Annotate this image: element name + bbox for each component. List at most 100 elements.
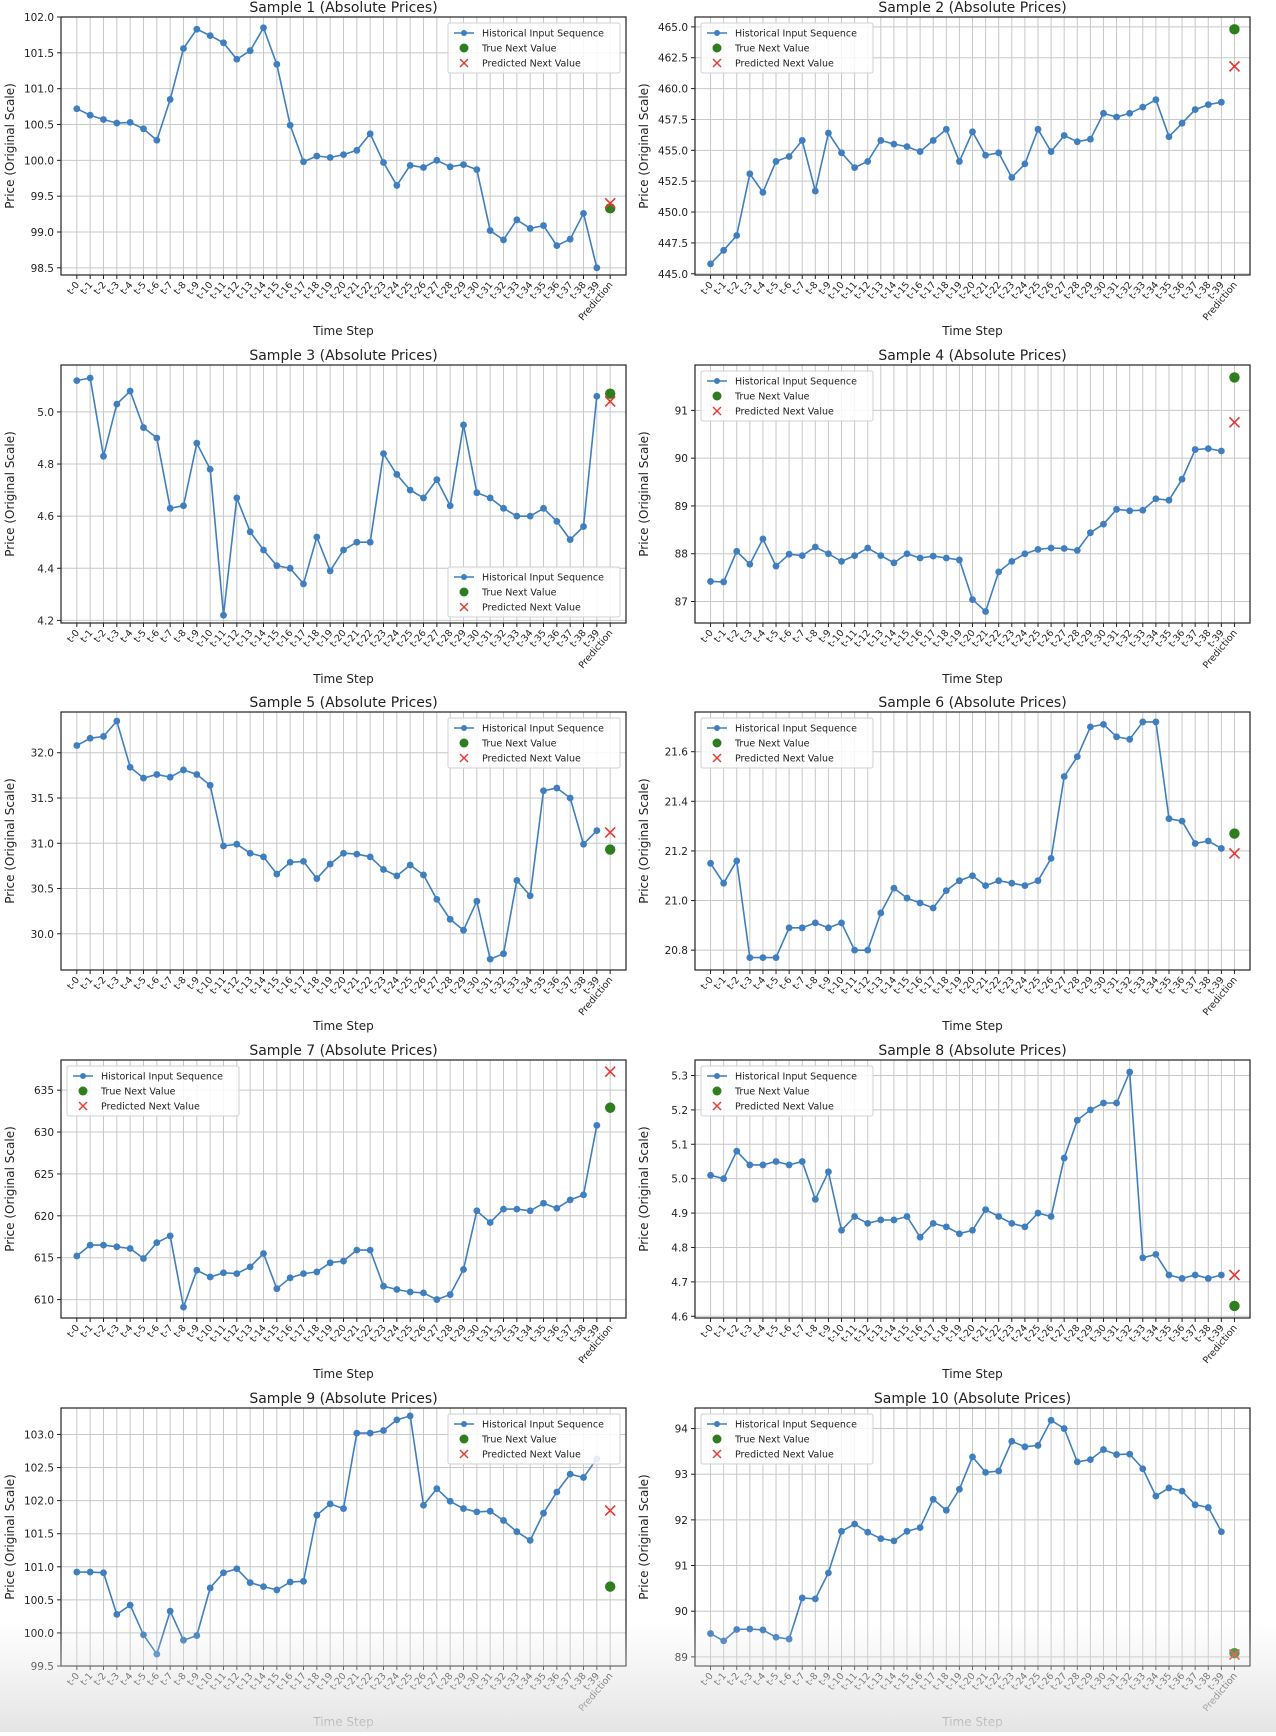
legend-x-icon (712, 406, 722, 416)
historical-point (353, 146, 361, 154)
historical-point (707, 1171, 714, 1179)
y-tick-label: 88 (675, 549, 688, 561)
chart-title: Sample 6 (Absolute Prices) (878, 695, 1066, 711)
true-next-point (604, 1581, 616, 1592)
legend-label: Historical Input Sequence (101, 1072, 223, 1083)
historical-point (340, 1257, 347, 1265)
x-axis-label: Time Step (941, 1019, 1003, 1033)
legend-historical: Historical Input Sequence (707, 1072, 857, 1083)
historical-point (772, 1633, 780, 1641)
historical-point (1217, 845, 1225, 852)
historical-point (1126, 1068, 1134, 1076)
legend-true: True Next Value (712, 43, 810, 55)
historical-point (1008, 174, 1016, 181)
historical-point (1021, 882, 1029, 890)
historical-point (1034, 1442, 1042, 1449)
legend-circle-icon (459, 43, 469, 53)
historical-point (233, 494, 241, 502)
historical-point (180, 502, 187, 510)
historical-point (393, 1416, 401, 1424)
legend-marker-icon (714, 725, 720, 731)
historical-point (340, 546, 347, 554)
historical-point (720, 879, 728, 887)
historical-point (126, 1245, 134, 1252)
historical-point (326, 860, 334, 868)
y-tick-label: 5.1 (671, 1139, 688, 1151)
grid (61, 365, 626, 623)
historical-point (220, 611, 227, 619)
historical-point (1073, 753, 1081, 761)
historical-point (286, 1274, 294, 1282)
historical-point (366, 1429, 374, 1437)
historical-point (420, 871, 427, 879)
historical-point (380, 450, 387, 458)
historical-point (566, 1196, 574, 1204)
historical-point (746, 954, 754, 961)
legend-box (447, 717, 621, 769)
historical-point (580, 840, 587, 848)
y-tick-label: 462.5 (658, 53, 688, 65)
historical-point (393, 1286, 401, 1293)
historical-point (486, 227, 494, 234)
y-axis-label: Price (Original Scale) (637, 1126, 651, 1252)
historical-point (1165, 496, 1173, 504)
historical-point (707, 578, 714, 585)
historical-point (260, 853, 267, 861)
historical-point (851, 164, 859, 172)
grid (61, 712, 626, 970)
historical-point (1100, 109, 1107, 117)
historical-point (1178, 1487, 1186, 1495)
legend-x-stroke (78, 1101, 88, 1111)
historical-point (140, 774, 147, 782)
historical-point (1021, 1223, 1029, 1231)
legend: Historical Input Sequence True Next Value… (700, 370, 874, 422)
y-tick-label: 100.5 (24, 1595, 54, 1607)
historical-point (759, 535, 767, 543)
historical-point (113, 1243, 121, 1251)
historical-point (1060, 132, 1068, 139)
chart-panel-7: Sample 7 (Absolute Prices) 610 615 620 625 63… (3, 1043, 627, 1381)
historical-point (126, 763, 134, 771)
legend-true: True Next Value (712, 391, 810, 403)
chart-title: Sample 9 (Absolute Prices) (249, 1391, 437, 1407)
historical-point (406, 1288, 414, 1296)
legend-label: Historical Input Sequence (735, 1420, 857, 1431)
legend-box (700, 22, 874, 74)
historical-point (73, 1568, 81, 1576)
legend-predicted: Predicted Next Value (712, 1450, 834, 1461)
y-tick-label: 30.5 (31, 884, 54, 896)
chart-panel-2: Sample 2 (Absolute Prices) 445.0 447.5 450.… (637, 0, 1251, 338)
historical-point (246, 47, 254, 55)
historical-point (246, 528, 254, 536)
historical-point (326, 154, 334, 161)
historical-point (353, 1429, 361, 1437)
historical-point (433, 476, 441, 484)
historical-point (526, 892, 534, 900)
historical-point (460, 161, 467, 169)
historical-point (420, 164, 427, 171)
historical-point (1204, 101, 1212, 109)
historical-point (180, 1303, 187, 1311)
historical-point (759, 188, 767, 196)
historical-point (500, 236, 507, 244)
legend-historical: Historical Input Sequence (707, 1420, 857, 1431)
historical-point (380, 1282, 387, 1290)
y-tick-label: 103.0 (24, 1429, 54, 1441)
historical-point (916, 1233, 924, 1241)
historical-point (733, 547, 741, 555)
historical-point (982, 151, 989, 159)
y-tick-label: 635 (34, 1085, 54, 1097)
legend-historical: Historical Input Sequence (454, 573, 604, 584)
legend-marker-icon (714, 30, 720, 36)
historical-point (798, 924, 806, 932)
historical-point (982, 1206, 989, 1214)
historical-point (500, 950, 507, 958)
historical-point (1047, 1213, 1055, 1220)
historical-point (916, 554, 924, 562)
historical-point (746, 170, 754, 178)
historical-point (1204, 1275, 1212, 1282)
chart-panel-1: Sample 1 (Absolute Prices) 98.5 99.0 99.5 10… (3, 0, 627, 338)
legend-historical: Historical Input Sequence (454, 1420, 604, 1431)
legend-historical: Historical Input Sequence (454, 724, 604, 735)
historical-point (969, 128, 976, 136)
